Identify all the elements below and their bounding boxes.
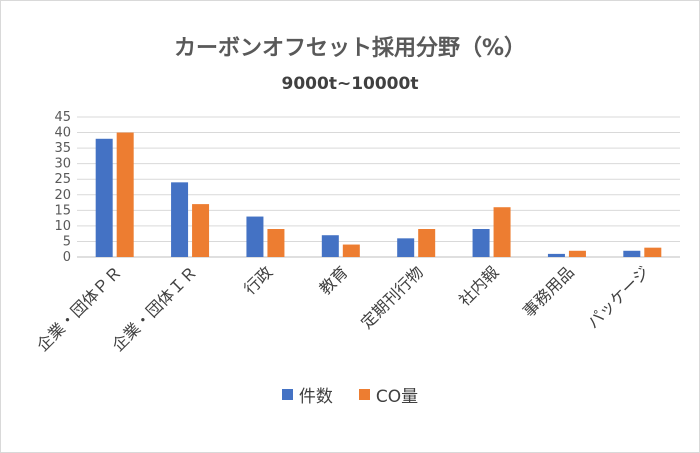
bar-series-1: [547, 253, 565, 257]
x-category-label: 行政: [240, 262, 276, 298]
bar-series-1: [472, 229, 490, 257]
legend-item-series-1: 件数: [281, 382, 333, 407]
y-tick-label: 40: [54, 126, 71, 141]
x-category-label: パッケージ: [583, 262, 653, 332]
chart-title: カーボンオフセット採用分野（%）: [173, 36, 527, 61]
y-tick-label: 10: [54, 219, 71, 234]
y-tick-label: 30: [54, 157, 71, 172]
y-tick-label: 20: [54, 188, 71, 203]
y-tick-label: 35: [54, 141, 71, 156]
bar-series-2: [116, 132, 134, 257]
legend-item-series-2: CO量: [358, 382, 419, 407]
bar-series-2: [267, 229, 285, 257]
legend-label-series-1: 件数: [298, 387, 333, 407]
bar-series-1: [397, 238, 415, 257]
x-category-label: 定期刊行物: [357, 262, 427, 332]
bar-series-2: [418, 229, 436, 257]
x-category-label: 事務用品: [519, 262, 578, 321]
y-tick-label: 15: [54, 203, 71, 218]
bar-series-1: [246, 216, 264, 257]
bar-series-1: [95, 138, 113, 257]
y-tick-label: 45: [54, 110, 71, 125]
bar-series-1: [321, 235, 339, 257]
bar-series-1: [623, 250, 641, 257]
bar-series-2: [192, 204, 210, 257]
bar-series-2: [568, 250, 586, 257]
legend-label-series-2: CO量: [375, 387, 419, 407]
legend: 件数 CO量: [0, 382, 700, 407]
bar-series-2: [342, 244, 360, 257]
y-tick-label: 5: [63, 234, 71, 249]
legend-swatch-series-1: [281, 389, 293, 400]
x-category-label: 教育: [316, 262, 352, 298]
bar-series-1: [171, 182, 189, 257]
legend-swatch-series-2: [358, 389, 370, 400]
y-tick-label: 25: [54, 172, 71, 187]
chart-subtitle: 9000t~10000t: [281, 74, 419, 94]
bar-series-2: [493, 207, 511, 257]
y-tick-label: 0: [63, 250, 71, 265]
bar-series-2: [644, 247, 662, 257]
x-category-label: 社内報: [455, 262, 502, 309]
